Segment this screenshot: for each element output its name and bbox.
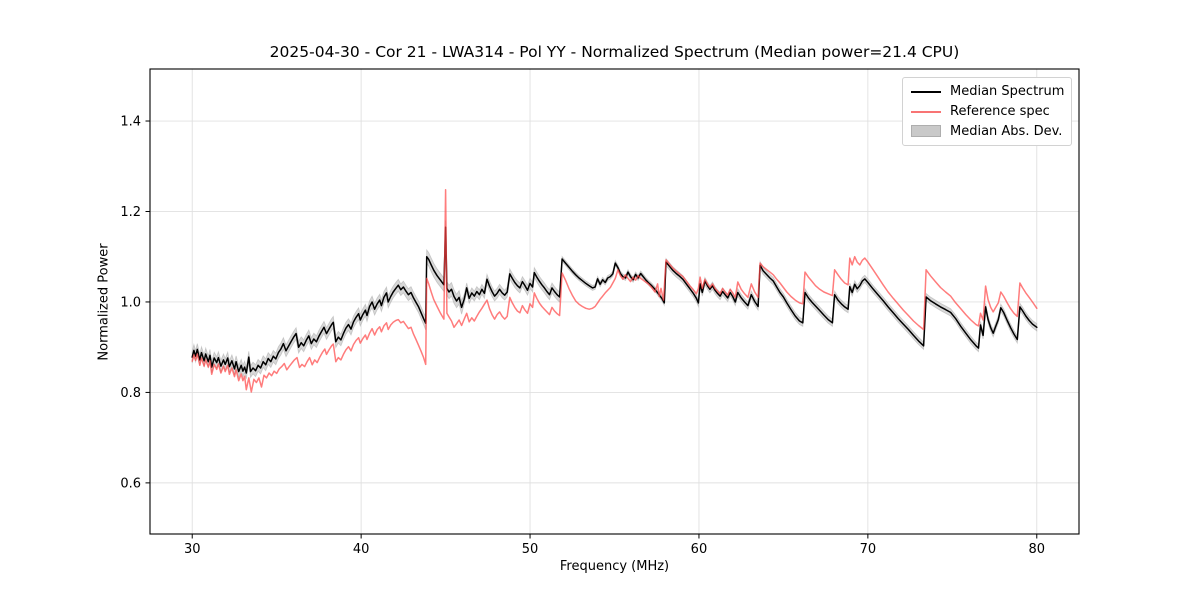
legend-label: Median Spectrum	[950, 84, 1065, 100]
median-abs-dev-band	[191, 220, 1038, 379]
y-tick-label: 0.8	[120, 386, 141, 401]
y-tick-label: 0.6	[120, 476, 141, 491]
reference-spec-line-swatch	[911, 110, 941, 113]
x-tick-label: 50	[522, 542, 539, 557]
x-tick-label: 70	[860, 542, 877, 557]
x-tick-label: 80	[1028, 542, 1045, 557]
y-tick-label: 1.0	[120, 295, 141, 310]
chart-title: 2025-04-30 - Cor 21 - LWA314 - Pol YY - …	[269, 43, 960, 61]
x-tick-label: 30	[184, 542, 201, 557]
reference-spec-line	[191, 189, 1038, 393]
x-tick-label: 60	[691, 542, 708, 557]
legend-item-reference-spec: Reference spec	[911, 102, 1063, 122]
legend-label: Reference spec	[950, 104, 1050, 119]
x-axis-label: Frequency (MHz)	[559, 559, 670, 574]
legend-item-median-spectrum: Median Spectrum	[911, 82, 1065, 102]
legend-label: Median Abs. Dev.	[950, 123, 1063, 139]
median-spectrum-line-swatch	[911, 90, 941, 93]
median-abs-dev-patch-swatch	[911, 125, 941, 138]
legend-item-median-abs-dev: Median Abs. Dev.	[911, 121, 1063, 141]
legend: Median Spectrum Reference spec Median Ab…	[902, 77, 1072, 146]
median-spectrum-line	[191, 226, 1038, 374]
y-tick-label: 1.2	[120, 205, 141, 220]
y-axis-label: Normalized Power	[96, 243, 112, 361]
x-tick-label: 40	[353, 542, 370, 557]
y-tick-label: 1.4	[120, 115, 141, 130]
